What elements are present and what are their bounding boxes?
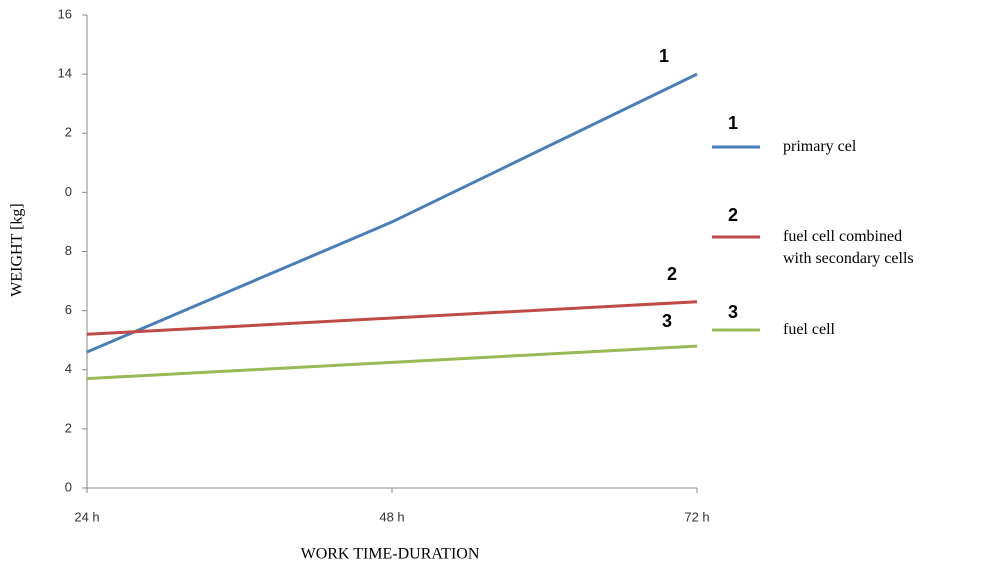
y-tick-label: 16: [58, 6, 72, 21]
y-tick-label: 2: [65, 420, 72, 435]
y-tick-label: 4: [65, 361, 72, 376]
y-tick-label: 0: [65, 479, 72, 494]
x-tick-label: 24 h: [74, 509, 99, 524]
y-axis-title: WEIGHT [kg]: [9, 203, 26, 296]
line-end-label: 3: [662, 311, 672, 331]
legend-number: 2: [728, 205, 738, 225]
x-axis-title: WORK TIME-DURATION: [301, 546, 480, 563]
x-tick-label: 72 h: [684, 509, 709, 524]
y-tick-label: 6: [65, 302, 72, 317]
legend-number: 1: [728, 113, 738, 133]
x-tick-label: 48 h: [379, 509, 404, 524]
y-tick-label: 0: [65, 184, 72, 199]
series-line: [86, 72, 698, 354]
line-end-label: 1: [659, 46, 669, 66]
line-end-label: 2: [667, 264, 677, 284]
legend-label: primary cel: [783, 138, 857, 155]
legend-number: 3: [728, 302, 738, 322]
legend-label: fuel cell combined with secondary cells: [783, 228, 914, 267]
y-tick-label: 2: [65, 125, 72, 140]
series-line: [86, 344, 698, 381]
series-line: [86, 300, 698, 336]
legend-label: fuel cell: [783, 321, 835, 338]
y-tick-label: 8: [65, 243, 72, 258]
y-tick-label: 14: [58, 66, 72, 81]
